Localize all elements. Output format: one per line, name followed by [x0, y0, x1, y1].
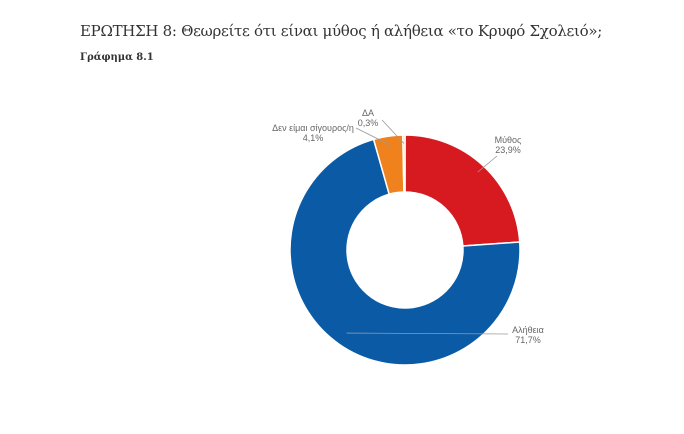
data-label-value: 4,1% [303, 133, 324, 143]
leader-line [346, 332, 509, 335]
data-label-value: 0,3% [358, 118, 379, 128]
donut-slice [289, 138, 521, 366]
data-label-category: Δεν είμαι σίγουρος/η [272, 123, 354, 133]
data-label-category: Μύθος [495, 135, 522, 145]
leader-line [381, 119, 405, 144]
data-label-category: ΔΑ [362, 108, 374, 118]
donut-slice [404, 134, 521, 247]
leader-line [477, 155, 498, 173]
data-label-category: Αλήθεια [512, 325, 544, 335]
leader-line [355, 127, 390, 146]
chart-title: ΕΡΩΤΗΣΗ 8: Θεωρείτε ότι είναι μύθος ή αλ… [80, 22, 602, 40]
donut-slice [402, 134, 406, 193]
data-label-value: 23,9% [495, 145, 521, 155]
chart-subtitle: Γράφημα 8.1 [80, 52, 154, 63]
data-label-value: 71,7% [515, 335, 541, 345]
